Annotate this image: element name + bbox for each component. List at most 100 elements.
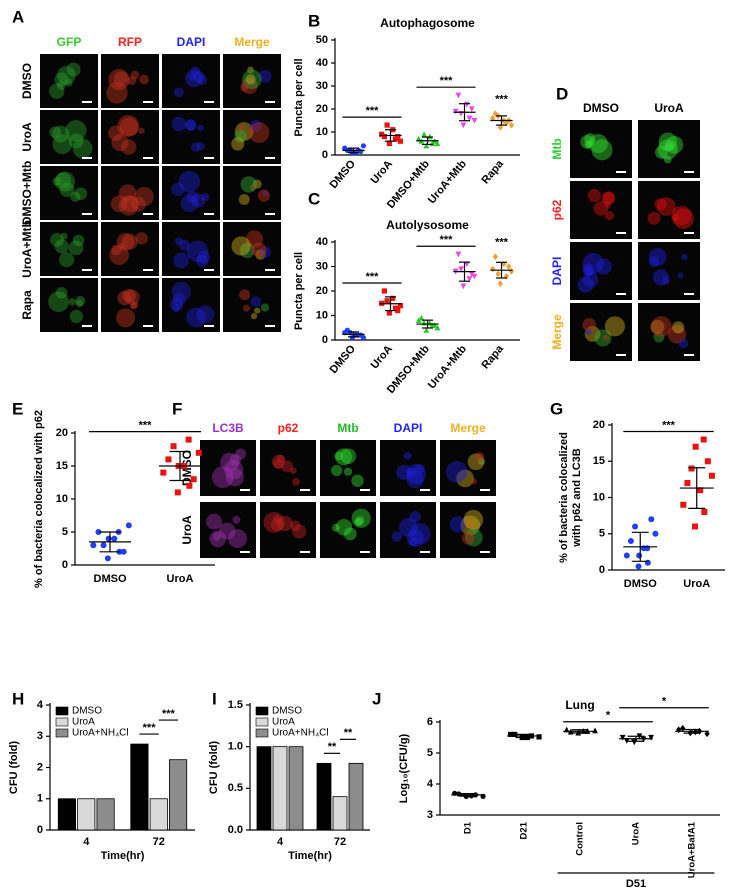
- cell-signal: [57, 65, 76, 85]
- cell-signal: [173, 87, 184, 98]
- cell-signal: [470, 478, 477, 485]
- x-tick-label: UroA: [631, 822, 642, 845]
- x-tick-label: DMSO: [328, 343, 359, 376]
- cell-signal: [60, 232, 68, 240]
- cell-signal: [396, 464, 412, 481]
- cell-signal: [118, 184, 137, 202]
- x-tick-label: DMSO: [328, 158, 359, 191]
- cell-signal: [185, 119, 197, 131]
- significance-label: ***: [366, 105, 380, 117]
- data-point: [460, 122, 467, 129]
- cell-signal: [593, 200, 609, 216]
- data-point: [468, 106, 475, 113]
- cell-signal: [193, 71, 205, 83]
- cell-signal: [52, 176, 62, 186]
- data-point: [458, 266, 464, 273]
- x-tick-label: DMSO: [624, 578, 657, 590]
- cell-signal: [263, 511, 285, 533]
- x-tick-label: 72: [153, 836, 165, 848]
- cell-signal: [130, 301, 139, 309]
- legend-swatch: [55, 706, 69, 716]
- panel-letter: G: [550, 399, 563, 418]
- data-point: [512, 731, 518, 737]
- y-tick-label: 5: [599, 528, 605, 540]
- micrograph: [101, 166, 159, 220]
- cell-signal: [406, 470, 424, 489]
- micrograph: [162, 54, 220, 108]
- cell-signal: [64, 78, 73, 87]
- data-point: [623, 552, 630, 559]
- cell-signal: [127, 76, 137, 86]
- cell-signal: [242, 304, 250, 312]
- cell-signal: [119, 117, 139, 137]
- cell-signal: [673, 208, 694, 230]
- cell-signal: [663, 155, 672, 164]
- data-point: [386, 310, 392, 316]
- cell-signal: [118, 195, 139, 216]
- micrograph: [320, 440, 376, 496]
- x-tick-label: 72: [334, 836, 346, 848]
- panel-letter: H: [12, 689, 24, 708]
- significance-label: ***: [662, 419, 676, 431]
- cell-signal: [234, 122, 254, 141]
- micrograph: [223, 110, 281, 164]
- micrograph: [380, 502, 436, 558]
- cell-signal: [602, 191, 616, 204]
- cell-signal: [108, 68, 130, 91]
- cell-signal: [238, 194, 250, 205]
- micrograph: [101, 110, 159, 164]
- cell-signal: [245, 74, 256, 85]
- bar: [169, 759, 188, 831]
- cell-signal: [135, 232, 148, 245]
- micrograph: [162, 166, 220, 220]
- micrograph: [570, 303, 632, 361]
- bar: [256, 746, 272, 831]
- data-point: [360, 143, 367, 149]
- significance-label: **: [344, 727, 353, 739]
- data-point: [358, 148, 364, 155]
- cell-signal: [281, 460, 294, 473]
- x-tick-label: UroA: [683, 578, 710, 590]
- cell-signal: [75, 295, 86, 306]
- cell-signal: [242, 69, 262, 90]
- cell-signal: [239, 242, 255, 259]
- y-tick-label: 10: [56, 493, 68, 505]
- panel-letter: B: [308, 11, 320, 30]
- data-point: [165, 456, 172, 463]
- y-tick-label: 30: [316, 260, 328, 272]
- data-point: [379, 131, 385, 137]
- cell-signal: [648, 256, 660, 268]
- legend-label: DMSO: [72, 706, 102, 717]
- data-point: [644, 559, 651, 566]
- data-point: [692, 523, 699, 530]
- cell-signal: [124, 289, 140, 306]
- cell-signal: [59, 252, 75, 268]
- cell-signal: [467, 453, 485, 471]
- cell-signal: [54, 239, 69, 254]
- cell-signal: [106, 82, 128, 104]
- data-point: [492, 253, 498, 261]
- cell-signal: [343, 527, 357, 541]
- cell-signal: [591, 139, 613, 161]
- y-tick-label: 1: [37, 793, 43, 805]
- data-point: [423, 327, 430, 333]
- cell-signal: [197, 250, 211, 264]
- cell-signal: [196, 142, 205, 151]
- cell-signal: [250, 313, 258, 320]
- data-point: [627, 538, 634, 544]
- data-point: [508, 268, 515, 275]
- row-label: Mtb: [550, 138, 564, 159]
- cell-signal: [186, 240, 209, 263]
- cell-signal: [647, 211, 661, 225]
- micrograph: [570, 120, 632, 178]
- cell-signal: [277, 515, 293, 532]
- column-header: DAPI: [394, 421, 423, 435]
- cell-signal: [75, 299, 84, 308]
- legend-label: UroA: [72, 717, 95, 728]
- cell-signal: [335, 519, 353, 536]
- data-point: [397, 303, 404, 309]
- cell-signal: [463, 509, 484, 530]
- cell-signal: [171, 116, 187, 132]
- y-tick-label: 15: [56, 460, 68, 472]
- column-header: UroA: [654, 101, 684, 115]
